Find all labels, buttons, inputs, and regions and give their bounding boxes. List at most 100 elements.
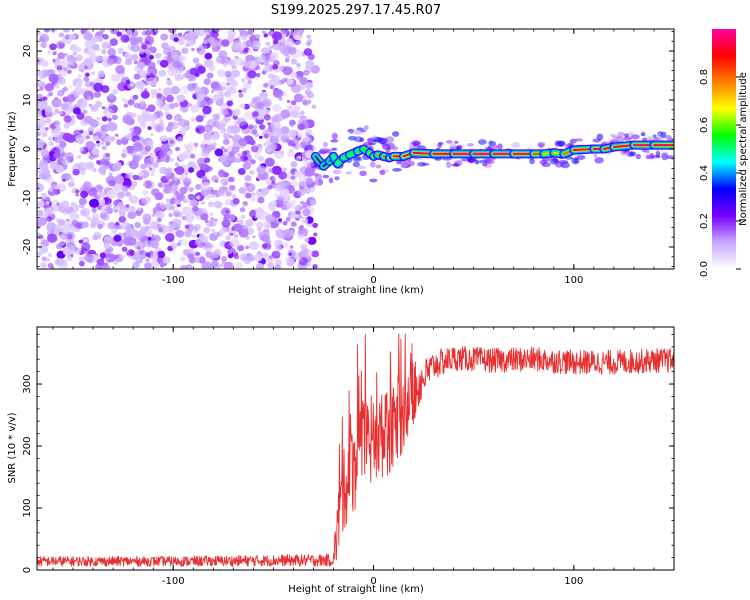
noise-cell [37,30,41,36]
noise-cell [202,113,207,118]
noise-cell [56,202,60,206]
noise-cell [47,262,54,269]
noise-cell [167,29,177,34]
noise-cell [140,90,150,99]
noise-cell [107,203,112,208]
ridge-halo-cell [330,139,339,143]
noise-cell [48,253,52,257]
noise-cell [281,29,289,35]
noise-cell [220,108,229,116]
noise-cell [52,110,58,116]
noise-cell [101,41,110,50]
noise-cell [58,32,65,38]
noise-cell [236,42,241,47]
colorbar-tick-label: 0.0 [699,261,710,277]
noise-cell [47,50,51,54]
noise-cell [84,115,93,124]
noise-cell [60,103,69,111]
noise-cell [61,158,70,166]
noise-cell [295,214,301,219]
noise-cell [204,59,214,68]
ridge-halo-cell [655,150,661,158]
noise-cell [301,95,306,99]
noise-cell [121,98,126,102]
noise-cell [92,234,99,241]
noise-cell [110,136,116,142]
noise-cell [270,29,274,32]
ridge-halo-cell [332,169,342,175]
noise-cell [181,215,187,221]
noise-cell [203,226,211,234]
noise-cell [79,129,84,134]
noise-cell [99,252,107,259]
noise-cell [48,141,54,146]
noise-cell [212,190,218,195]
noise-cell [98,198,106,205]
ridge-halo-cell [467,143,474,147]
noise-cell [37,124,41,130]
noise-cell [247,29,254,35]
noise-cell [219,263,224,268]
ridge-halo-cell [610,133,616,137]
noise-cell [189,67,198,75]
noise-cell [265,135,269,139]
noise-cell [113,234,122,242]
noise-cell [203,132,212,140]
noise-cell [92,135,100,142]
noise-cell [113,209,118,213]
noise-cell [282,66,293,76]
ridge-halo-cell [379,170,386,175]
noise-cell [217,69,226,77]
noise-cell [45,127,49,131]
noise-cell [157,227,164,233]
noise-cell [83,109,89,114]
ridge-halo-cell [445,140,453,144]
noise-cell [267,122,271,126]
noise-cell [57,52,66,60]
noise-cell [250,145,259,153]
noise-cell [225,190,232,197]
noise-cell [305,81,314,89]
noise-cell [87,126,94,133]
ridge-halo-cell [367,138,373,144]
noise-cell [103,243,111,249]
noise-cell [248,124,254,130]
noise-cell [184,224,190,229]
noise-cell [237,168,246,175]
noise-cell [40,149,50,158]
noise-cell [233,254,240,260]
noise-cell [188,199,197,207]
noise-cell [174,212,179,218]
noise-cell [176,94,186,103]
noise-cell [93,91,102,98]
noise-cell [199,233,205,240]
noise-cell [139,49,145,55]
noise-cell [134,156,141,163]
noise-cell [92,212,99,220]
noise-cell [83,238,87,242]
noise-cell [144,145,152,152]
noise-cell [86,47,96,57]
noise-cell [311,250,320,258]
noise-cell [37,81,43,86]
noise-cell [98,122,103,126]
noise-cell [50,184,57,189]
noise-cell [179,127,186,134]
noise-cell [304,65,310,70]
ridge-halo-cell [328,177,334,184]
noise-cell [54,83,60,89]
noise-cell [305,132,310,137]
noise-cell [228,59,236,66]
noise-cell [37,138,45,148]
noise-cell [297,155,302,159]
noise-cell [84,39,95,49]
noise-cell [51,98,62,108]
noise-cell [72,107,81,115]
noise-cell [136,246,141,250]
noise-cell [129,82,135,87]
noise-cell [299,83,306,90]
noise-cell [38,234,44,240]
noise-cell [274,193,278,197]
noise-cell [263,114,271,121]
noise-cell [112,184,122,192]
